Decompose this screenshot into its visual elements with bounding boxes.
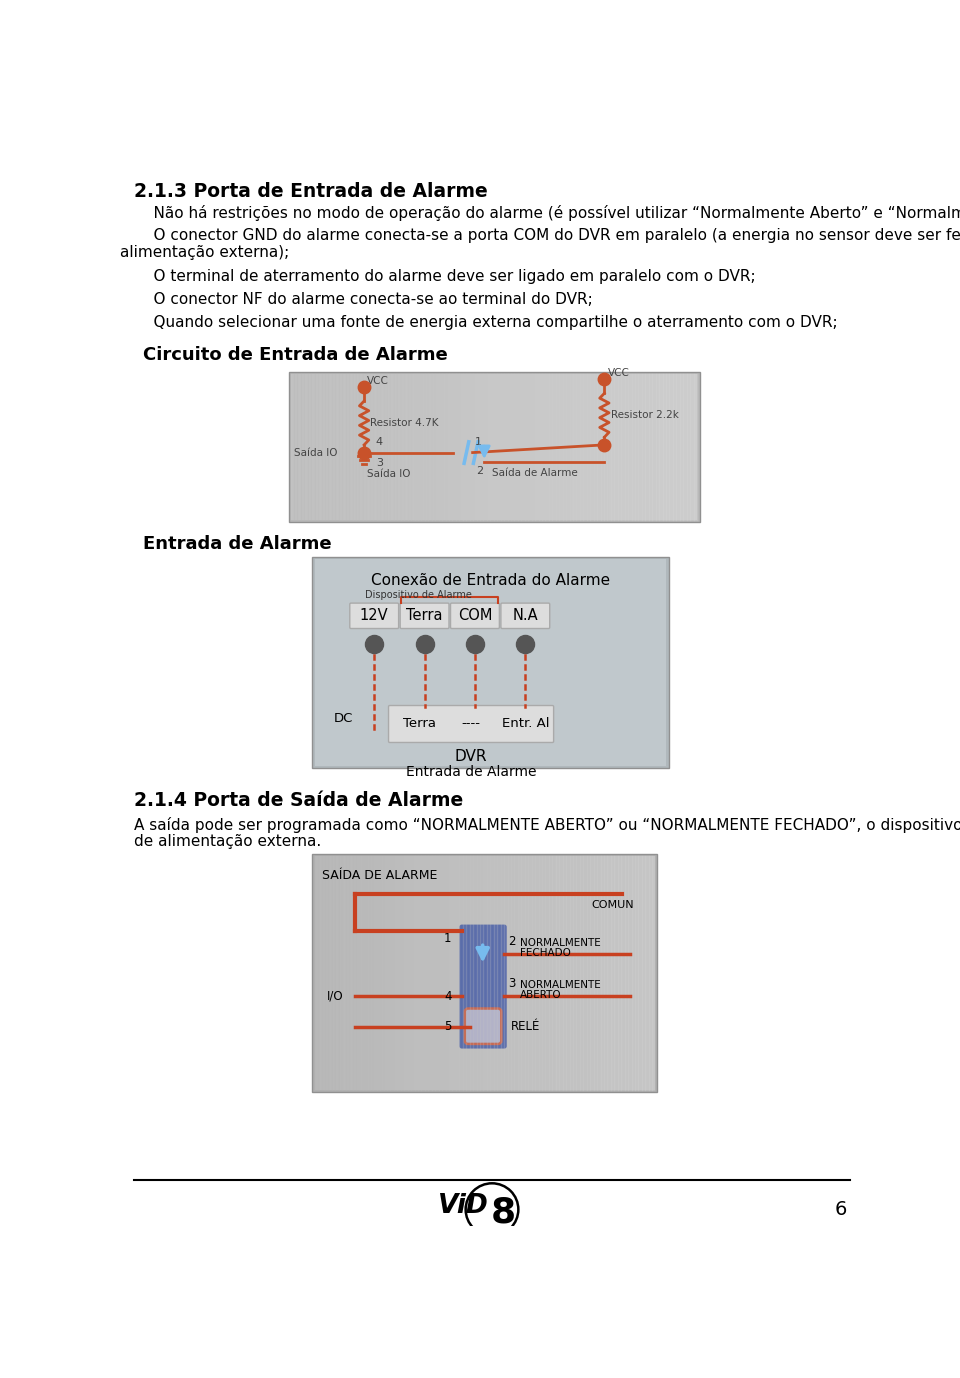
Bar	[289, 372, 700, 522]
Text: RELÉ: RELÉ	[511, 1021, 540, 1034]
Text: A saída pode ser programada como “NORMALMENTE ABERTO” ou “NORMALMENTE FECHADO”, : A saída pode ser programada como “NORMAL…	[134, 817, 960, 832]
Text: NORMALMENTE: NORMALMENTE	[520, 980, 601, 989]
FancyBboxPatch shape	[389, 706, 554, 743]
Bar	[312, 854, 657, 1093]
Text: ViD: ViD	[438, 1193, 489, 1220]
Text: Resistor 4.7K: Resistor 4.7K	[371, 418, 439, 429]
Text: 3: 3	[508, 977, 516, 989]
Bar	[291, 373, 697, 520]
Text: O terminal de aterramento do alarme deve ser ligado em paralelo com o DVR;: O terminal de aterramento do alarme deve…	[134, 269, 756, 284]
Text: Resistor 2.2k: Resistor 2.2k	[611, 411, 679, 420]
FancyBboxPatch shape	[400, 604, 449, 628]
Text: VCC: VCC	[368, 376, 389, 386]
Text: 8: 8	[491, 1196, 516, 1229]
Text: Quando selecionar uma fonte de energia externa compartilhe o aterramento com o D: Quando selecionar uma fonte de energia e…	[134, 314, 837, 329]
Text: de alimentação externa.: de alimentação externa.	[134, 834, 322, 849]
Text: N.A: N.A	[513, 608, 539, 623]
Text: 2.1.3 Porta de Entrada de Alarme: 2.1.3 Porta de Entrada de Alarme	[134, 182, 488, 201]
FancyBboxPatch shape	[460, 925, 507, 1049]
Bar	[315, 856, 655, 1090]
Text: 2.1.4 Porta de Saída de Alarme: 2.1.4 Porta de Saída de Alarme	[134, 791, 463, 810]
Text: ABERTO: ABERTO	[520, 989, 562, 1000]
Text: 4: 4	[375, 437, 383, 448]
Text: 2: 2	[476, 466, 484, 475]
Text: FECHADO: FECHADO	[520, 948, 571, 958]
Text: DVR: DVR	[455, 750, 488, 765]
Text: Terra: Terra	[402, 717, 436, 730]
FancyBboxPatch shape	[450, 604, 499, 628]
Text: Não há restrições no modo de operação do alarme (é possível utilizar “Normalment: Não há restrições no modo de operação do…	[134, 205, 960, 222]
Text: Dispositivo de Alarme: Dispositivo de Alarme	[365, 590, 471, 601]
Text: 12V: 12V	[360, 608, 389, 623]
Text: SAÍDA DE ALARME: SAÍDA DE ALARME	[322, 870, 437, 882]
Text: COM: COM	[458, 608, 492, 623]
Text: NORMALMENTE: NORMALMENTE	[520, 937, 601, 948]
Text: COMUN: COMUN	[591, 900, 634, 909]
Text: Circuito de Entrada de Alarme: Circuito de Entrada de Alarme	[143, 346, 448, 364]
Text: Saída IO: Saída IO	[295, 448, 338, 459]
Text: 1: 1	[475, 437, 482, 448]
FancyBboxPatch shape	[501, 604, 550, 628]
Text: Terra: Terra	[406, 608, 443, 623]
Text: 3: 3	[375, 457, 383, 469]
Text: Entrada de Alarme: Entrada de Alarme	[143, 535, 332, 553]
Text: 5: 5	[444, 1021, 451, 1034]
Text: DC: DC	[333, 711, 353, 725]
Text: O conector NF do alarme conecta-se ao terminal do DVR;: O conector NF do alarme conecta-se ao te…	[134, 292, 592, 307]
Text: ----: ----	[462, 717, 481, 730]
Text: 6: 6	[834, 1200, 847, 1220]
Text: Conexão de Entrada do Alarme: Conexão de Entrada do Alarme	[371, 573, 610, 588]
Text: Saída de Alarme: Saída de Alarme	[492, 469, 578, 478]
Text: 1: 1	[444, 932, 451, 945]
Text: 4: 4	[444, 989, 451, 1003]
Bar	[312, 557, 669, 769]
Text: O conector GND do alarme conecta-se a porta COM do DVR em paralelo (a energia no: O conector GND do alarme conecta-se a po…	[134, 229, 960, 244]
Text: Saída IO: Saída IO	[368, 469, 411, 478]
FancyBboxPatch shape	[465, 1009, 501, 1045]
Text: 2: 2	[508, 934, 516, 948]
Text: I/O: I/O	[327, 989, 344, 1003]
Text: alimentação externa);: alimentação externa);	[120, 245, 289, 260]
Text: Entrada de Alarme: Entrada de Alarme	[406, 765, 537, 779]
Text: Entr. Al: Entr. Al	[501, 717, 549, 730]
FancyBboxPatch shape	[349, 604, 398, 628]
Bar	[315, 559, 666, 766]
Text: VCC: VCC	[608, 368, 630, 378]
